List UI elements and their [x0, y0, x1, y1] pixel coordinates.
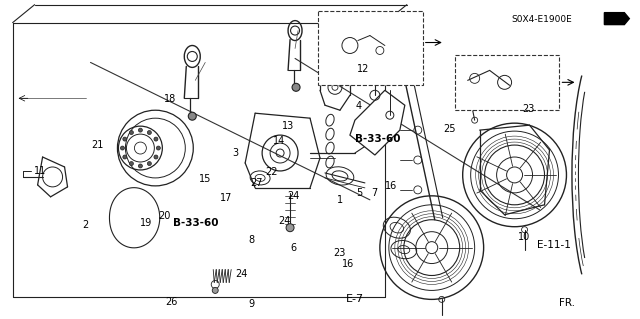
Text: 25: 25 [444, 124, 456, 134]
Text: 18: 18 [164, 94, 176, 104]
Text: 15: 15 [198, 174, 211, 183]
Text: 24: 24 [236, 270, 248, 279]
Text: 3: 3 [232, 148, 239, 158]
Circle shape [138, 164, 142, 168]
Text: 27: 27 [250, 178, 262, 188]
Text: 8: 8 [248, 235, 255, 246]
Text: FR.: FR. [559, 298, 575, 308]
Text: 1: 1 [337, 195, 343, 205]
Circle shape [154, 137, 158, 141]
Text: 23: 23 [333, 248, 345, 257]
Circle shape [147, 162, 152, 166]
Text: 17: 17 [220, 193, 232, 203]
Text: 7: 7 [371, 189, 378, 198]
Text: 24: 24 [278, 216, 291, 226]
Circle shape [286, 224, 294, 232]
Circle shape [123, 155, 127, 159]
Text: 19: 19 [140, 218, 152, 228]
Circle shape [147, 130, 152, 135]
Text: E-7: E-7 [346, 293, 364, 304]
Polygon shape [350, 90, 405, 155]
Text: 14: 14 [273, 137, 285, 146]
Text: 9: 9 [248, 299, 255, 309]
Text: 20: 20 [158, 211, 170, 221]
Circle shape [129, 162, 133, 166]
Text: B-33-60: B-33-60 [355, 134, 401, 144]
Circle shape [154, 155, 158, 159]
Text: B-33-60: B-33-60 [173, 218, 219, 228]
Circle shape [156, 146, 161, 150]
FancyBboxPatch shape [318, 11, 423, 85]
Text: 21: 21 [92, 140, 104, 150]
Circle shape [212, 287, 218, 293]
Polygon shape [604, 13, 629, 25]
Circle shape [120, 146, 124, 150]
Text: 24: 24 [287, 191, 299, 201]
Text: 11: 11 [34, 166, 46, 176]
Circle shape [123, 137, 127, 141]
Text: S0X4-E1900E: S0X4-E1900E [511, 15, 572, 24]
Text: 12: 12 [357, 64, 369, 74]
Text: 13: 13 [282, 121, 294, 131]
FancyBboxPatch shape [454, 56, 559, 110]
Circle shape [129, 130, 133, 135]
Circle shape [292, 83, 300, 91]
Text: 6: 6 [290, 243, 296, 253]
Text: 5: 5 [356, 189, 362, 198]
Text: 16: 16 [385, 181, 397, 190]
Text: 10: 10 [518, 232, 530, 242]
Text: 4: 4 [355, 100, 362, 110]
Text: 16: 16 [342, 259, 354, 269]
Text: 2: 2 [82, 219, 88, 230]
Text: 26: 26 [166, 297, 178, 307]
Text: 23: 23 [522, 104, 534, 114]
Text: 22: 22 [265, 167, 278, 177]
Text: E-11-1: E-11-1 [537, 240, 571, 250]
Circle shape [138, 128, 142, 132]
Circle shape [188, 112, 196, 120]
